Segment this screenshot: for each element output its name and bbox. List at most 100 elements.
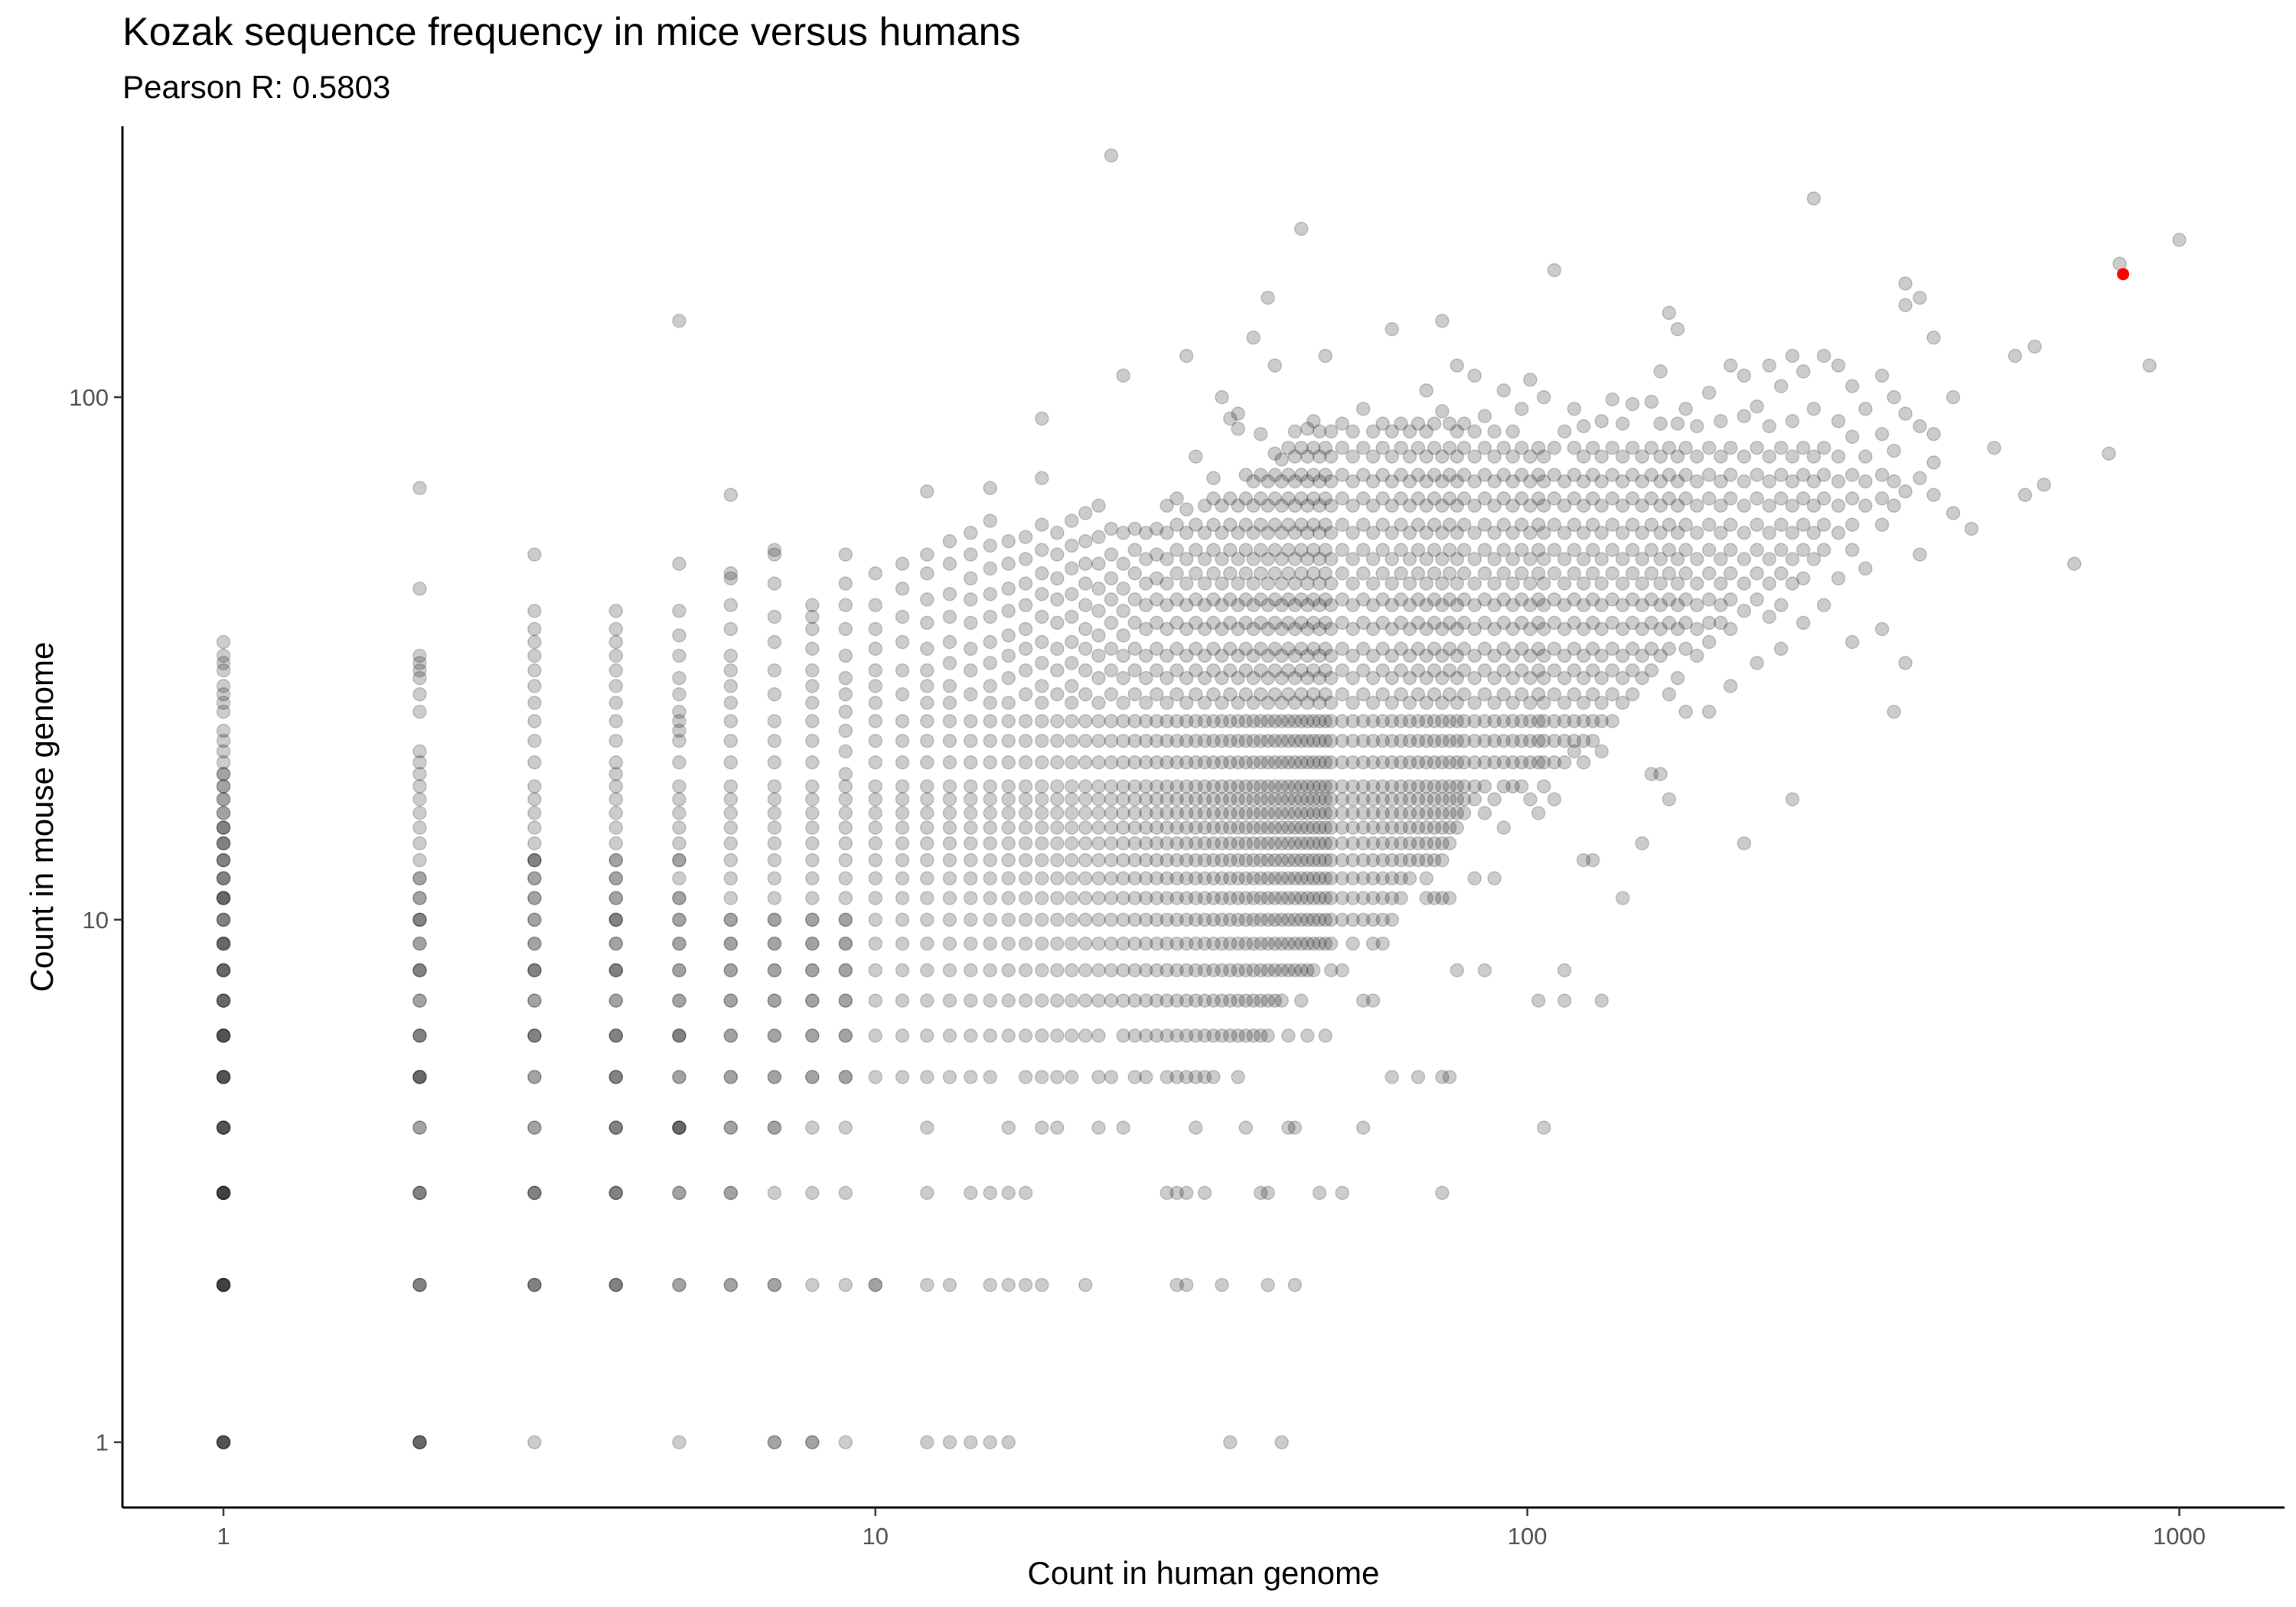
chart-title: Kozak sequence frequency in mice versus … <box>122 10 1021 54</box>
data-point <box>1238 936 1254 951</box>
data-point <box>1215 552 1229 566</box>
data-point <box>723 891 739 905</box>
data-point <box>1442 792 1457 807</box>
data-point <box>1254 852 1268 868</box>
data-point <box>1547 615 1562 631</box>
data-point <box>1477 468 1492 482</box>
data-point <box>805 1185 820 1201</box>
data-point <box>1411 543 1426 557</box>
data-point <box>1206 1028 1221 1043</box>
data-point <box>216 993 231 1008</box>
data-point <box>608 1120 624 1135</box>
data-point <box>1536 576 1551 591</box>
data-point <box>413 755 427 770</box>
data-point <box>2017 487 2033 503</box>
data-point <box>1254 615 1268 631</box>
data-point <box>527 993 542 1008</box>
data-point <box>1159 792 1174 807</box>
data-point <box>1365 648 1381 663</box>
data-point <box>920 820 934 835</box>
data-point <box>1018 871 1033 886</box>
data-point <box>1281 566 1296 581</box>
data-point <box>1384 755 1400 770</box>
data-point <box>1477 592 1492 607</box>
data-point <box>723 714 739 729</box>
data-point <box>1035 792 1049 807</box>
data-point <box>1127 687 1143 702</box>
data-point <box>413 1277 427 1292</box>
data-point <box>672 836 687 851</box>
data-point <box>1159 806 1174 820</box>
data-point <box>1427 779 1442 794</box>
data-point <box>1411 1070 1426 1084</box>
data-point <box>767 963 782 978</box>
data-point <box>216 663 231 678</box>
data-point <box>1215 670 1229 686</box>
data-point <box>805 1028 820 1043</box>
data-point <box>1605 440 1619 455</box>
data-point <box>1139 621 1153 637</box>
data-point <box>1189 806 1203 820</box>
data-point <box>1035 852 1049 868</box>
data-point <box>1287 1277 1303 1292</box>
data-point <box>767 806 782 820</box>
x-axis-title: Count in human genome <box>1028 1555 1380 1591</box>
data-point <box>1402 836 1417 851</box>
data-point <box>1375 852 1390 868</box>
data-point <box>1442 592 1457 607</box>
data-point <box>1318 779 1333 794</box>
data-point <box>767 687 782 702</box>
data-point <box>1179 871 1194 886</box>
data-point <box>1312 1185 1327 1201</box>
data-point <box>1394 852 1408 868</box>
data-point <box>1035 656 1049 670</box>
data-point <box>1267 852 1283 868</box>
data-point <box>413 1070 427 1084</box>
data-point <box>608 1277 624 1292</box>
data-point <box>216 1435 231 1449</box>
data-point <box>1116 714 1130 729</box>
data-point <box>1355 836 1371 851</box>
data-point <box>216 1070 231 1084</box>
data-point <box>1018 779 1033 794</box>
data-point <box>1335 792 1350 807</box>
data-point <box>527 1277 542 1292</box>
data-point <box>1139 936 1153 951</box>
data-point <box>1078 792 1093 807</box>
data-point <box>1306 912 1321 927</box>
data-point <box>1487 498 1502 513</box>
data-point <box>1179 806 1194 820</box>
data-point <box>1159 733 1174 748</box>
data-point <box>1514 687 1529 702</box>
data-point <box>1254 836 1268 851</box>
data-point <box>1806 552 1821 566</box>
data-point <box>723 1028 739 1043</box>
data-point <box>1189 449 1203 464</box>
data-point <box>1139 526 1153 540</box>
data-point <box>1091 628 1106 643</box>
data-point <box>920 566 934 581</box>
data-point <box>1345 871 1360 886</box>
data-point <box>672 1120 687 1135</box>
data-point <box>2142 358 2157 373</box>
data-point <box>1223 1435 1238 1449</box>
data-point <box>1127 663 1143 678</box>
data-point <box>1281 891 1296 905</box>
data-point <box>1267 592 1283 607</box>
data-point <box>1206 852 1221 868</box>
data-point <box>1238 836 1254 851</box>
data-point <box>767 1435 782 1449</box>
data-point <box>1267 755 1283 770</box>
data-point <box>527 852 542 868</box>
data-point <box>1394 755 1408 770</box>
data-point <box>608 912 624 927</box>
data-point <box>1557 576 1572 591</box>
data-point <box>1287 963 1303 978</box>
data-point <box>1858 449 1873 464</box>
data-point <box>608 1185 624 1201</box>
data-point <box>1323 670 1339 686</box>
data-point <box>1419 621 1433 637</box>
data-point <box>608 679 624 693</box>
data-point <box>1312 526 1327 540</box>
data-point <box>527 1277 542 1292</box>
